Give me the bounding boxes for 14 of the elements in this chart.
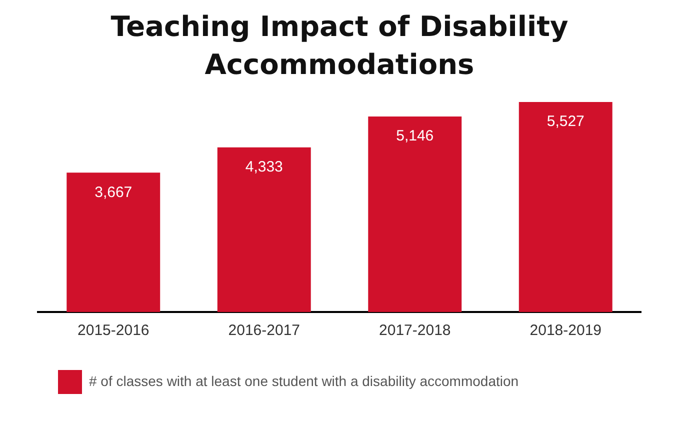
data-label: 5,146 [396, 128, 434, 145]
data-label: 5,527 [546, 113, 584, 130]
x-tick-label: 2018-2019 [530, 322, 602, 340]
data-label: 3,667 [94, 184, 132, 201]
bar [518, 102, 612, 312]
chart-title: Teaching Impact of Disability Accommodations [110, 9, 570, 83]
x-tick-label: 2017-2018 [379, 322, 451, 340]
legend-label: # of classes with at least one student with a disability accommodation [89, 372, 519, 389]
x-tick-label: 2016-2017 [228, 322, 300, 340]
data-label: 4,333 [245, 158, 283, 176]
bar [368, 116, 462, 312]
bar [217, 147, 311, 312]
bar [66, 172, 160, 312]
x-tick-label: 2015-2016 [78, 322, 150, 340]
